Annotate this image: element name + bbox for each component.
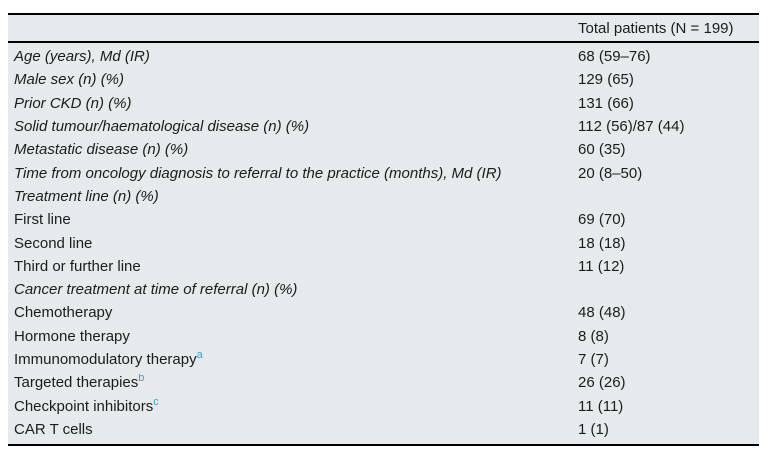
row-label: Hormone therapy [14, 327, 130, 345]
table-row: Second line 18 (18) [8, 231, 759, 254]
row-label: Treatment line (n) (%) [14, 187, 159, 205]
row-value: 131 (66) [578, 94, 634, 112]
table-row: Chemotherapy 48 (48) [8, 301, 759, 324]
table-row: Hormone therapy 8 (8) [8, 325, 759, 348]
table-row section-row: Cancer treatment at time of referral (n)… [8, 278, 759, 301]
row-value: 7 (7) [578, 351, 609, 368]
table-body: Age (years), Md (IR) 68 (59–76) Male sex… [8, 43, 759, 444]
row-label: First line [14, 211, 71, 229]
row-value: 69 (70) [578, 211, 626, 229]
row-value: 8 (8) [578, 327, 609, 345]
footnote-marker-b[interactable]: b [138, 374, 145, 385]
row-label: Second line [14, 234, 93, 252]
table-row: Third or further line 11 (12) [8, 255, 759, 278]
row-label: Metastatic disease (n) (%) [14, 141, 189, 159]
row-value: 11 (11) [578, 397, 624, 415]
row-label: CAR T cells [14, 420, 93, 438]
row-value: 26 (26) [578, 374, 626, 392]
row-label: Prior CKD (n) (%) [14, 94, 132, 112]
row-label: Solid tumour/haematological disease (n) … [14, 118, 310, 136]
row-value: 129 (65) [578, 71, 634, 89]
row-value: 1 (1) [578, 420, 609, 438]
row-value: 20 (8–50) [578, 164, 643, 182]
row-value: 112 (56)/87 (44) [578, 118, 685, 136]
row-label: Cancer treatment at time of referral (n)… [14, 281, 298, 299]
row-label: Third or further line [14, 257, 141, 275]
table-row: Metastatic disease (n) (%) 60 (35) [8, 138, 759, 161]
row-label-text: Immunomodulatory therapy [14, 351, 197, 368]
row-label: Chemotherapy [14, 304, 113, 322]
table-row: Immunomodulatory therapya 7 (7) [8, 348, 759, 371]
table-row: CAR T cells 1 (1) [8, 418, 759, 441]
table-row section-row: Treatment line (n) (%) [8, 185, 759, 208]
table-row: Age (years), Md (IR) 68 (59–76) [8, 45, 759, 68]
row-label: Male sex (n) (%) [14, 71, 125, 89]
table-header-row: Total patients (N = 199) [8, 15, 759, 43]
row-value: 68 (59–76) [578, 48, 651, 66]
row-label: Age (years), Md (IR) [14, 48, 150, 66]
table-row: Time from oncology diagnosis to referral… [8, 161, 759, 184]
footnote-marker-a[interactable]: a [196, 351, 203, 361]
row-label: Immunomodulatory therapya [8, 351, 578, 368]
table-row: Checkpoint inhibitorsc 11 (11) [8, 394, 759, 417]
row-label: Time from oncology diagnosis to referral… [14, 164, 502, 182]
table-row: Targeted therapiesb 26 (26) [8, 371, 759, 394]
row-value: 60 (35) [578, 141, 626, 159]
patient-characteristics-table: Total patients (N = 199) Age (years), Md… [8, 13, 759, 447]
row-value: 11 (12) [578, 257, 625, 275]
row-label: Checkpoint inhibitorsc [8, 398, 578, 415]
row-value: 18 (18) [578, 234, 626, 252]
row-label-text: Checkpoint inhibitors [14, 397, 154, 415]
footnote-marker-c[interactable]: c [153, 397, 159, 408]
row-label-text: Targeted therapies [14, 374, 139, 392]
row-value: 48 (48) [578, 304, 626, 322]
table-row: Solid tumour/haematological disease (n) … [8, 115, 759, 138]
table-row: First line 69 (70) [8, 208, 759, 231]
table-row: Male sex (n) (%) 129 (65) [8, 68, 759, 91]
table-row: Prior CKD (n) (%) 131 (66) [8, 92, 759, 115]
header-total-patients: Total patients (N = 199) [578, 19, 734, 37]
row-label: Targeted therapiesb [8, 374, 578, 391]
